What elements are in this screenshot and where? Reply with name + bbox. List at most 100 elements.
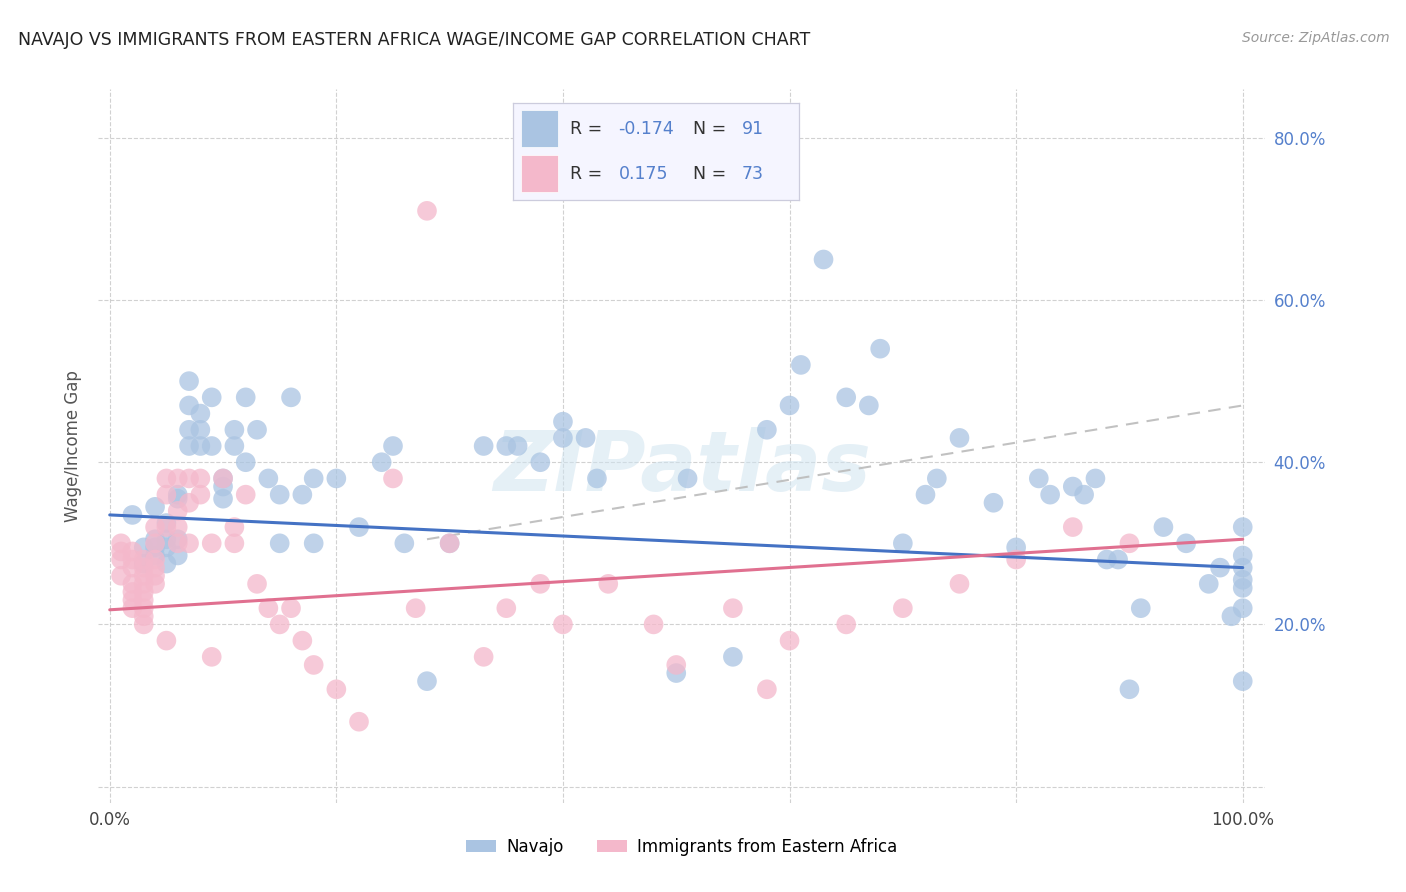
Point [280,601,302,615]
Point [665,657,688,672]
Point [132,557,155,571]
Point [269,617,291,632]
Point [166,491,188,506]
Point [132,617,155,632]
Point [143,500,166,514]
Point [155,633,177,648]
Point [121,593,143,607]
Point [212,471,235,485]
Point [529,577,551,591]
Text: Source: ZipAtlas.com: Source: ZipAtlas.com [1241,31,1389,45]
Point [212,479,235,493]
Point [416,674,439,689]
Point [551,617,574,632]
Point [166,471,188,485]
Point [257,471,280,485]
Point [1175,536,1198,550]
Point [110,552,132,566]
Point [110,536,132,550]
Point [177,471,200,485]
Point [143,520,166,534]
Point [155,533,177,547]
Point [155,516,177,530]
Point [121,577,143,591]
Point [891,601,914,615]
Point [1084,471,1107,485]
Point [779,633,801,648]
Point [121,552,143,566]
Point [1005,541,1028,555]
Point [506,439,529,453]
Point [1073,488,1095,502]
Point [1220,609,1243,624]
Point [121,508,143,522]
Point [439,536,461,550]
Point [551,415,574,429]
Point [143,541,166,555]
Point [166,488,188,502]
Point [132,577,155,591]
Point [269,536,291,550]
Point [1198,577,1220,591]
Point [257,601,280,615]
Point [721,601,744,615]
Point [643,617,665,632]
Point [891,536,914,550]
Point [132,593,155,607]
Point [132,541,155,555]
Point [291,488,314,502]
Point [224,536,246,550]
Point [1005,552,1028,566]
Point [1107,552,1129,566]
Point [143,560,166,574]
Point [948,577,970,591]
Point [1118,682,1140,697]
Point [190,423,212,437]
Point [190,407,212,421]
Y-axis label: Wage/Income Gap: Wage/Income Gap [65,370,83,522]
Point [779,399,801,413]
Point [177,496,200,510]
Point [1232,674,1254,689]
Point [177,536,200,550]
Point [721,649,744,664]
Point [155,520,177,534]
Point [551,431,574,445]
Point [155,541,177,555]
Point [110,544,132,558]
Point [166,533,188,547]
Point [472,649,495,664]
Point [1062,479,1084,493]
Point [755,423,778,437]
Point [472,439,495,453]
Point [586,471,609,485]
Point [201,536,224,550]
Point [246,577,269,591]
Point [439,536,461,550]
Point [1152,520,1174,534]
Point [212,491,235,506]
Point [235,488,257,502]
Point [1062,520,1084,534]
Point [291,633,314,648]
Point [132,552,155,566]
Point [177,423,200,437]
Point [598,577,620,591]
Point [835,617,858,632]
Point [143,552,166,566]
Point [325,682,347,697]
Point [121,560,143,574]
Point [676,471,699,485]
Point [166,536,188,550]
Point [347,520,370,534]
Point [1232,549,1254,563]
Point [416,203,439,218]
Point [121,601,143,615]
Point [347,714,370,729]
Point [495,439,517,453]
Point [1232,573,1254,587]
Point [790,358,813,372]
Point [155,557,177,571]
Point [190,439,212,453]
Point [201,649,224,664]
